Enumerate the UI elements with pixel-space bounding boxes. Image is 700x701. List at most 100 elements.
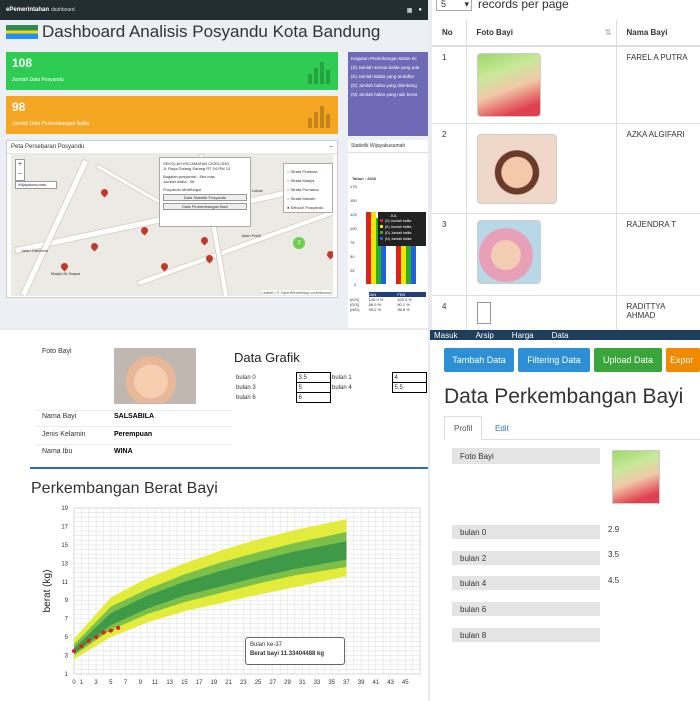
svg-text:50: 50 [350,254,355,259]
x-tick-label: 29 [284,680,291,686]
x-tick-label: 7 [124,680,128,686]
table-row[interactable]: 3 RAJENDRA T [432,213,700,296]
nav-item[interactable]: Data [551,330,569,340]
x-tick-label: 27 [269,680,276,686]
field-value: WINA [114,448,133,455]
user-icon[interactable]: ● [418,6,422,13]
kegiatan-legend: Kegiatan Penimbangan Bulan Ini (S) Jumla… [348,52,428,136]
place-label: Masjid Al-Taqwa [51,271,80,276]
layer-control[interactable]: ○ Strata Pratama ○ Strata Madya ○ Strata… [283,163,333,213]
baby-photo[interactable] [114,348,196,404]
stat-title: Statistik Wijayakusumah [348,140,428,153]
nav-item[interactable]: Harga [511,330,534,340]
zoom-control: + − [15,159,25,181]
tab-profil[interactable]: Profil [444,416,483,440]
brand-label[interactable]: ePemerintahan [6,7,50,13]
layer-option[interactable]: ○ Strata Pratama [287,169,318,174]
broken-image-icon[interactable] [476,302,491,324]
layer-option[interactable]: ○ Strata Mandiri [287,196,316,201]
table-row[interactable]: 4 RADITTYA AHMAD [432,295,700,330]
sort-icon: ⇅ [604,28,612,37]
x-tick-label: 15 [181,680,188,686]
field-label: bulan 4 [452,576,600,590]
filtering-data-button[interactable]: Filtering Data [518,348,590,372]
zoom-in-button[interactable]: + [17,161,23,168]
calendar-icon[interactable]: ▦ [406,7,413,14]
layer-option[interactable]: ○ Strata Purnama [287,187,319,192]
col-header-nama[interactable]: Nama Bayi [615,20,700,47]
baby-photo[interactable] [476,53,541,117]
kpi-posyandu[interactable]: 108 Jumlah Data Posyandu [6,52,338,90]
posyandu-marker[interactable] [89,241,100,252]
stat-month-header: JUL [390,213,398,218]
data-point [108,628,113,633]
nav-item[interactable]: Arsip [475,330,494,340]
field-value: Perempuan [114,431,153,438]
popup-address: Jl. Raya Dalang Sarang RT 04 RW 13 [163,166,231,171]
row-no: 2 [432,123,466,214]
posyandu-marker[interactable] [59,261,70,272]
band-core [74,541,347,654]
nav-item[interactable]: Masuk [434,330,458,340]
posyandu-marker[interactable] [139,225,150,236]
x-tick-label: 25 [255,680,262,686]
dashboard-title: Dashboard Analisis Posyandu Kota Bandung [42,22,381,41]
popup-line: Bagaian posyandu : 8bu mas [163,174,215,179]
city-logo-icon [6,25,38,39]
map-search-input[interactable]: Wijayakusumah [15,181,57,189]
table-row[interactable]: 2 AZKA ALGIFARI [432,123,700,214]
posyandu-marker[interactable] [199,235,210,246]
bar-chart-icon [308,106,330,128]
col-header-foto[interactable]: Foto Bayi ⇅ [465,20,616,47]
field-value: 4.5 [608,576,620,585]
baby-photo[interactable] [476,220,541,284]
field-label: bulan 0 [452,525,600,539]
baby-photo[interactable] [612,450,660,504]
y-tick-label: 11 [62,580,69,586]
legend-item: (S) Jumlah semua balita yang ada [351,65,420,70]
chart-title: Perkembangan Berat Bayi [31,480,218,497]
posyandu-marker[interactable] [325,249,333,260]
row-name: AZKA ALGIFARI [615,123,700,214]
foto-label: Foto Bayi [42,348,72,355]
row-no: 1 [432,45,466,124]
kpi-perkembangan[interactable]: 98 Jumlah Data Perkembangan Balita [6,96,338,134]
baby-photo[interactable] [476,134,557,204]
layer-option[interactable]: ● Seluruh Posyandu [287,205,324,210]
svg-text:125: 125 [350,212,357,217]
tab-edit[interactable]: Edit [495,423,509,433]
legend-title: Kegiatan Penimbangan Bulan Ini [351,56,417,61]
minimize-icon[interactable]: – [329,144,333,150]
y-axis-label: berat (kg) [42,570,53,613]
svg-text:150: 150 [350,198,357,203]
x-tick-label: 21 [225,680,232,686]
stat-table: JAN FEB (K/S) 100.0 % 100.0 % (D/S) 88.9 % 90… [350,292,426,312]
y-tick-label: 13 [61,561,68,567]
tambah-data-button[interactable]: Tambah Data [444,348,514,372]
layer-option[interactable]: ○ Strata Madya [287,178,315,183]
stat-bar-chart: 175 150 125 100 75 50 25 0 JUL (S) Jumlah balit… [350,184,426,287]
posyandu-map[interactable]: Jalan Ganesha Jalan Lebak Jalan Paldi Ma… [11,153,333,296]
posyandu-marker[interactable] [99,187,110,198]
marker-cluster[interactable]: 2 [293,237,305,249]
popup-name: SEKOLAH KECAMATAN CIDELONG [163,161,230,166]
stat-year: Tahun : 2016 [352,176,377,181]
popup-perkembangan-button[interactable]: Data Perkembangan Baci [163,203,247,210]
zoom-out-button[interactable]: − [17,171,23,178]
popup-stat-button[interactable]: Data Statistik Posyandu [163,194,247,201]
x-tick-label: 35 [328,680,335,686]
foto-label: Foto Bayi [452,448,600,464]
map-attribution[interactable]: Leaflet | © OpenStreetMap contributors [261,290,331,295]
x-tick-label: 39 [358,680,365,686]
row-name: FAREL A PUTRA [615,45,700,124]
x-tick-label: 1 [80,680,84,686]
page-size-select[interactable]: 5 ▾ [436,0,472,11]
upload-data-button[interactable]: Upload Data [594,348,662,372]
street-label: Jalan Paldi [241,233,261,238]
col-header-no[interactable]: No [432,20,466,47]
y-tick-label: 3 [65,654,69,660]
export-button[interactable]: Expor [666,348,700,372]
kpi-value: 98 [12,100,26,114]
table-row[interactable]: 1 FAREL A PUTRA [432,45,700,124]
